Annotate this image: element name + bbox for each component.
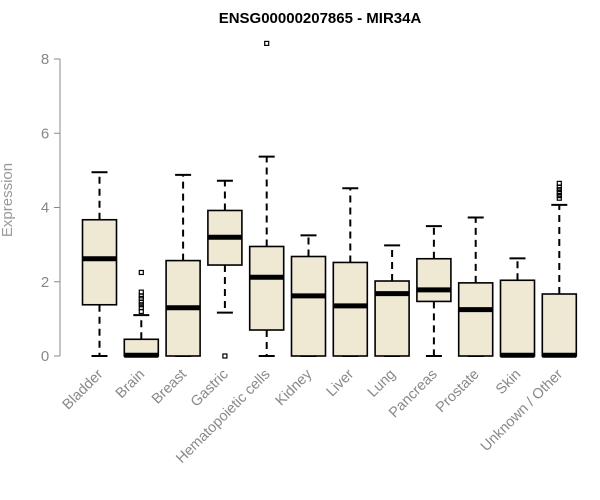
y-tick-label: 6 bbox=[41, 125, 49, 142]
box-group bbox=[123, 269, 160, 358]
x-category-label: Brain bbox=[113, 367, 148, 402]
box-group bbox=[457, 216, 494, 357]
x-category-label: Liver bbox=[324, 366, 358, 400]
box-group bbox=[248, 40, 285, 357]
x-category-label: Lung bbox=[365, 367, 399, 401]
y-tick-label: 2 bbox=[41, 274, 49, 291]
y-tick-label: 8 bbox=[41, 51, 49, 68]
outlier-point bbox=[138, 305, 144, 311]
box-group bbox=[290, 234, 327, 357]
x-category-label: Breast bbox=[149, 367, 190, 408]
y-tick-label: 0 bbox=[41, 348, 49, 365]
y-axis-label: Expression bbox=[0, 163, 16, 237]
box-rect bbox=[541, 293, 578, 357]
outlier-point bbox=[264, 40, 270, 47]
box-group bbox=[165, 173, 201, 357]
outlier-point bbox=[138, 269, 144, 276]
y-tick-label: 4 bbox=[41, 200, 49, 217]
box-rect bbox=[81, 218, 118, 306]
box-group bbox=[499, 257, 536, 358]
box-rect bbox=[290, 255, 327, 357]
outlier-point bbox=[222, 353, 228, 359]
box-series bbox=[81, 40, 578, 359]
box-group bbox=[81, 171, 118, 357]
box-rect bbox=[332, 261, 369, 357]
x-category-label: Bladder bbox=[60, 366, 107, 413]
outlier-point bbox=[556, 190, 562, 196]
box-rect bbox=[248, 245, 285, 331]
box-rect bbox=[416, 257, 452, 303]
chart-title: ENSG00000207865 - MIR34A bbox=[219, 10, 422, 27]
box-rect bbox=[499, 279, 536, 357]
x-category-label: Kidney bbox=[273, 366, 316, 409]
outlier-point bbox=[556, 180, 562, 186]
outlier-point bbox=[138, 289, 144, 295]
box-group bbox=[374, 244, 410, 357]
x-category-label: Skin bbox=[493, 367, 524, 398]
box-group bbox=[207, 179, 243, 359]
box-group bbox=[416, 225, 452, 357]
box-rect bbox=[457, 282, 494, 357]
box-group bbox=[541, 180, 578, 358]
outlier-point bbox=[556, 193, 562, 199]
y-axis: 0 2 4 6 8 bbox=[41, 51, 61, 365]
x-category-label: Prostate bbox=[433, 367, 482, 416]
box-group bbox=[332, 187, 369, 357]
